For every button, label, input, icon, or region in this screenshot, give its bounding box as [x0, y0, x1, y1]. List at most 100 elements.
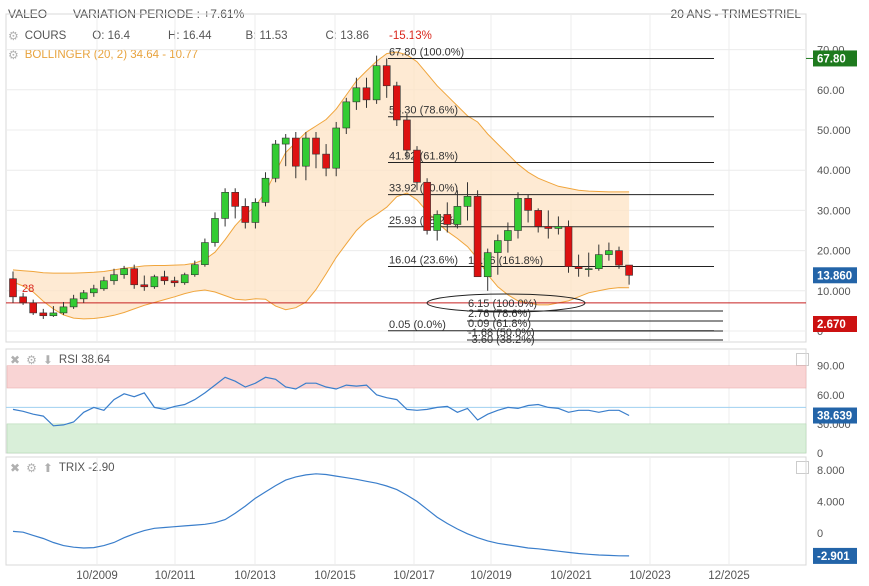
- candle-body: [69, 298, 78, 308]
- rsi-checkbox[interactable]: [796, 353, 809, 366]
- candle-body: [362, 87, 371, 101]
- candle-body: [49, 312, 58, 317]
- low-value: B: 11.53: [245, 30, 288, 42]
- candle-body: [544, 226, 553, 229]
- candle-body: [352, 87, 361, 103]
- fib-level-label: 25.93 (38.2%): [389, 215, 458, 227]
- arrow-down-icon[interactable]: ⬇: [42, 353, 53, 367]
- gear-icon[interactable]: ⚙: [8, 29, 19, 43]
- candle-body: [524, 198, 532, 211]
- candle-body: [463, 196, 472, 207]
- trix-last-tag-bg: [813, 547, 857, 564]
- candle-body: [120, 268, 128, 276]
- last-price-tag: 13.860: [817, 270, 852, 282]
- price-tick-label: 30.000: [817, 205, 851, 217]
- trix-tick-label: 8.000: [817, 465, 845, 477]
- rsi-tick-label: 30.000: [817, 419, 851, 431]
- candle-body: [625, 264, 633, 276]
- gear-icon[interactable]: ⚙: [26, 353, 37, 367]
- cours-label: COURS: [24, 30, 67, 42]
- x-tick-label: 10/2023: [629, 570, 671, 582]
- candle-body: [39, 312, 48, 317]
- price-tick-label: 50.000: [817, 125, 851, 137]
- x-tick-label: 10/2017: [393, 570, 435, 582]
- x-tick-label: 10/2013: [234, 570, 276, 582]
- gear-icon[interactable]: ⚙: [8, 48, 19, 62]
- price-high-tag: 67.80: [817, 53, 846, 65]
- rsi-tick-label: 0: [817, 448, 823, 460]
- price-tick-label: 20.000: [817, 246, 851, 258]
- fib-level-label: 67.80 (100.0%): [389, 46, 464, 58]
- candle-body: [514, 198, 522, 231]
- price-tick-label: 70.00: [817, 45, 845, 57]
- price-tick-label: 0: [817, 326, 823, 338]
- candle-body: [19, 296, 27, 304]
- trix-legend: ✖ ⚙ ⬆ TRIX -2.90: [10, 461, 115, 475]
- candle-body: [594, 254, 603, 269]
- x-tick-label: 12/2025: [708, 570, 750, 582]
- candle-body: [413, 149, 421, 183]
- candle-body: [605, 250, 613, 255]
- candle-body: [483, 252, 492, 278]
- rsi-tick-label: 90.00: [817, 361, 845, 373]
- candle-body: [423, 181, 431, 231]
- candle-body: [332, 127, 341, 169]
- rsi-overbought-zone: [6, 365, 807, 389]
- candle-body: [302, 137, 310, 167]
- gear-icon[interactable]: ⚙: [26, 461, 37, 475]
- candle-body: [453, 206, 462, 225]
- candle-body: [615, 250, 623, 266]
- candle-body: [241, 206, 250, 223]
- period-label[interactable]: 20 ANS - TRIMESTRIEL: [670, 7, 801, 21]
- close-icon[interactable]: ✖: [10, 353, 21, 367]
- candle-body: [261, 177, 270, 203]
- candle-body: [150, 276, 159, 288]
- candle-body: [322, 153, 330, 169]
- fib-ext-label: 2.76 (78.6%): [468, 308, 531, 320]
- candle-body: [221, 192, 229, 219]
- bollinger-band-area: [13, 52, 630, 319]
- candle-body: [493, 240, 502, 253]
- price-tick-label: 10.000: [817, 286, 851, 298]
- candle-body: [372, 65, 381, 101]
- bollinger-lower-line: [12, 192, 630, 320]
- trix-label: TRIX -2.90: [58, 462, 115, 474]
- fib-ext-label: 0.09 (61.8%): [468, 318, 531, 330]
- candle-body: [110, 274, 118, 282]
- candle-body: [251, 202, 260, 223]
- candle-body: [59, 306, 68, 314]
- fib-ellipse: [426, 293, 586, 313]
- candle-body: [403, 119, 411, 151]
- candle-body: [100, 280, 108, 290]
- trix-line: [12, 473, 630, 557]
- rsi-line: [12, 376, 630, 427]
- candle-body: [211, 218, 219, 243]
- variation-label: VARIATION PERIODE : +7.61%: [73, 7, 245, 21]
- candle-body: [584, 268, 593, 270]
- open-value: O: 16.4: [92, 30, 131, 42]
- bollinger-upper-line: [12, 51, 630, 274]
- candle-body: [281, 137, 290, 145]
- panel-frame: [5, 456, 807, 566]
- candle-body: [29, 302, 38, 314]
- fib-ext-label: 15.96 (161.8%): [468, 255, 543, 267]
- trix-checkbox[interactable]: [796, 461, 809, 474]
- candle-body: [342, 101, 351, 129]
- x-tick-label: 10/2019: [470, 570, 512, 582]
- candle-body: [79, 292, 88, 300]
- close-icon[interactable]: ✖: [10, 461, 21, 475]
- fib-level-label: 33.92 (50.0%): [389, 183, 458, 195]
- fib-level-label: 16.04 (23.6%): [389, 255, 458, 267]
- candle-body: [473, 196, 482, 278]
- x-tick-label: 10/2011: [155, 570, 196, 582]
- fib-ext-label: 6.15 (100.0%): [468, 298, 537, 310]
- candle-body: [564, 226, 573, 267]
- close-value: C: 13.86: [325, 30, 369, 42]
- change-value: -15.13%: [388, 30, 432, 42]
- candle-body: [170, 280, 179, 284]
- panel-frame: [5, 13, 807, 343]
- candle-body: [392, 85, 401, 121]
- arrow-up-icon[interactable]: ⬆: [42, 461, 53, 475]
- fib-level-label: 41.92 (61.8%): [389, 150, 458, 162]
